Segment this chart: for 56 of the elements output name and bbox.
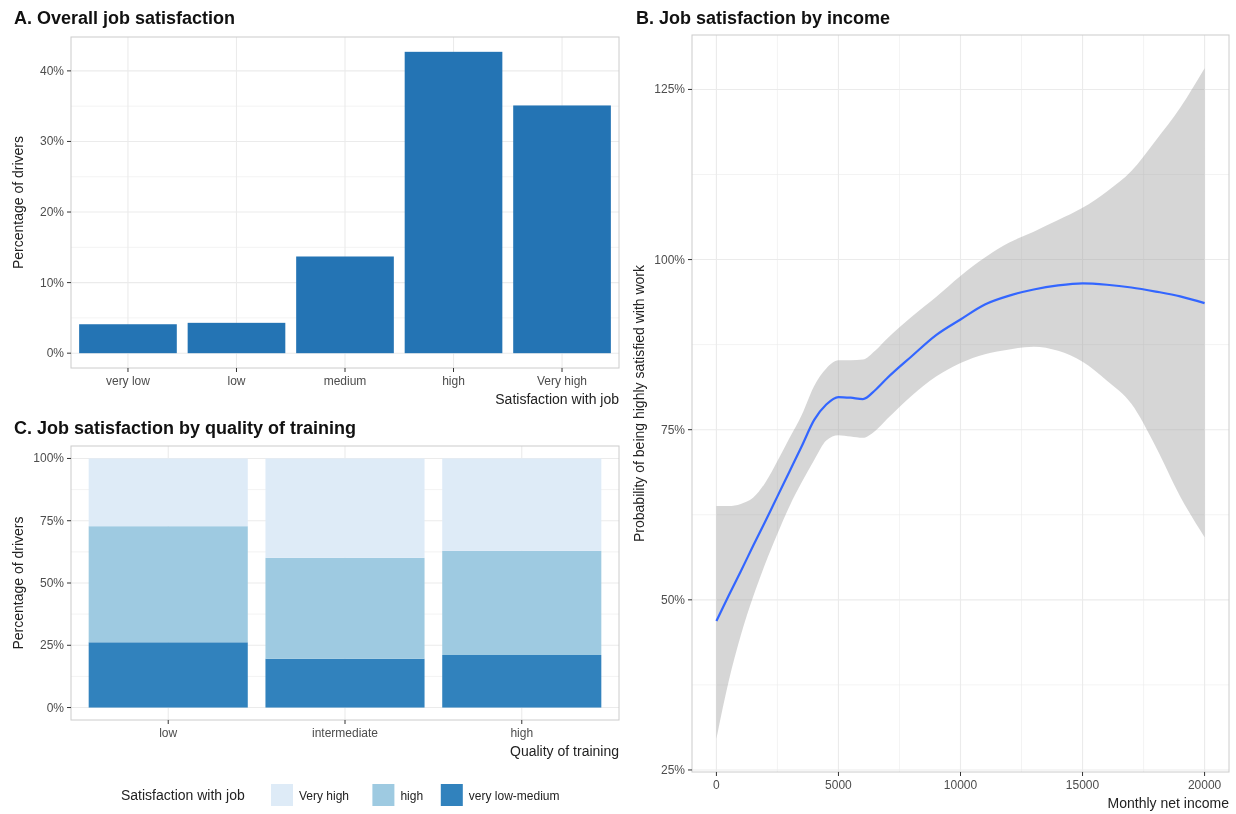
y-tick-label: 30% [39,134,65,149]
y-axis-title: Percentage of drivers [10,516,26,650]
bar [265,458,425,558]
bar [296,256,394,354]
chart-title: A. Overall job satisfaction [14,8,236,28]
x-tick-label: very low [105,374,151,388]
bar [265,557,425,659]
chart-title: C. Job satisfaction by quality of training [14,418,357,438]
y-tick-label: 25% [660,762,686,777]
y-axis-title: Percentage of drivers [10,135,26,270]
y-tick-label: 0% [46,346,65,361]
x-axis-title: Monthly net income [1107,795,1230,811]
bar [88,642,248,708]
y-tick-label: 50% [39,576,65,590]
bar [404,51,503,354]
y-tick-label: 100% [654,252,686,267]
x-tick-label: 10000 [943,778,978,792]
bar [88,526,248,643]
y-tick-label: 0% [46,700,65,715]
legend-title: Satisfaction with job [121,787,245,803]
chart-title: B. Job satisfaction by income [636,8,891,28]
y-axis-title: Probability of being highly satisfied with work [631,263,647,543]
y-tick-label: 25% [39,638,65,653]
y-tick-label: 75% [39,513,65,528]
bar [88,458,248,527]
x-tick-label: low [227,374,246,388]
x-tick-label: low [159,726,178,740]
bar [513,105,611,354]
legend-label: very low-medium [468,789,560,803]
y-tick-label: 50% [660,592,686,607]
legend-label: Very high [299,789,350,803]
bar [442,458,602,551]
legend-label: high [400,789,424,803]
x-tick-label: 0 [713,778,721,792]
x-tick-label: medium [323,374,367,388]
x-tick-label: Very high [537,374,588,388]
x-axis-title: Satisfaction with job [495,391,620,407]
y-tick-label: 40% [39,63,65,78]
x-tick-label: 15000 [1065,778,1100,792]
bar [442,654,602,708]
bar [79,324,177,354]
bar [442,550,602,655]
x-tick-label: 20000 [1187,778,1222,792]
y-tick-label: 125% [654,82,686,97]
y-tick-label: 100% [33,451,65,466]
x-tick-label: high [442,374,465,388]
y-tick-label: 20% [39,205,65,220]
y-tick-label: 10% [39,275,65,290]
line-series [715,282,1206,623]
y-tick-label: 75% [660,422,686,437]
x-tick-label: intermediate [311,726,379,740]
x-tick-label: 5000 [825,778,853,792]
x-tick-label: high [510,726,534,740]
bar [187,322,286,354]
bar [265,658,425,708]
x-axis-title: Quality of training [510,743,619,759]
